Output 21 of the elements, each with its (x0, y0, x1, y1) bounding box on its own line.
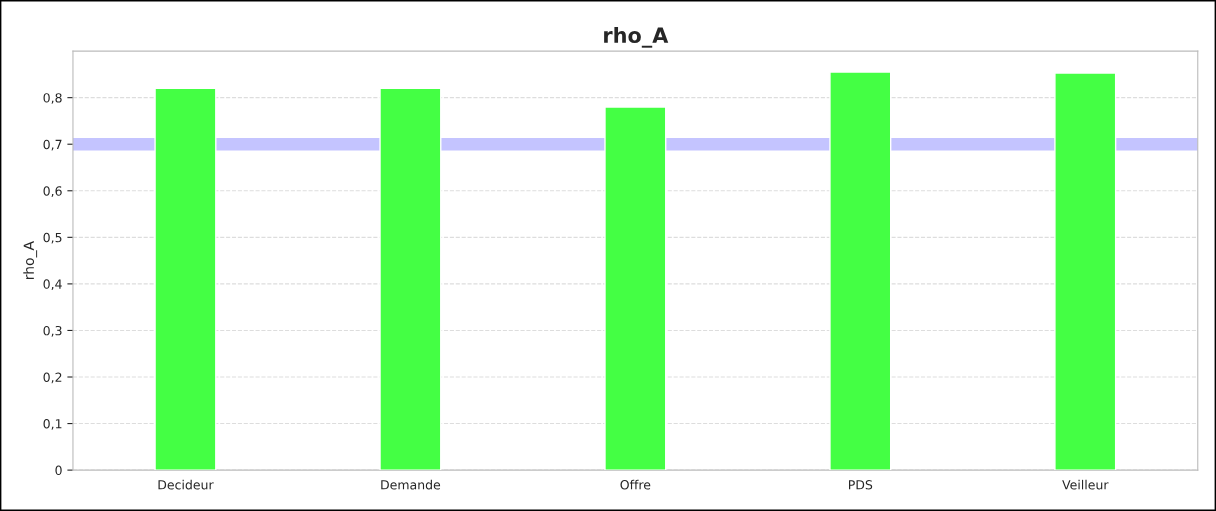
y-tick-label: 0,7 (43, 139, 62, 151)
bar (154, 87, 217, 471)
bar (1054, 72, 1117, 471)
chart-title: rho_A (604, 26, 669, 48)
x-tick-label: Offre (620, 479, 651, 490)
x-tick-label: Veilleur (1062, 479, 1109, 490)
y-tick-label: 0,6 (43, 186, 62, 197)
y-tick-label: 0,2 (43, 372, 62, 384)
x-tick-label: PDS (849, 480, 873, 490)
y-tick-label: 0,8 (43, 93, 62, 104)
bar (379, 87, 442, 471)
bar (829, 71, 892, 471)
y-tick-label: 0,5 (43, 232, 62, 244)
x-tick-label: Demande (381, 479, 441, 490)
y-tick-label: 0,4 (43, 279, 62, 291)
y-axis-title: rho_A (23, 241, 38, 279)
y-tick-label: 0,1 (43, 419, 62, 430)
x-tick-label: Decideur (158, 479, 214, 490)
y-tick-label: 0,3 (43, 325, 62, 337)
y-tick-label: 0 (55, 465, 62, 476)
bar (604, 106, 667, 471)
